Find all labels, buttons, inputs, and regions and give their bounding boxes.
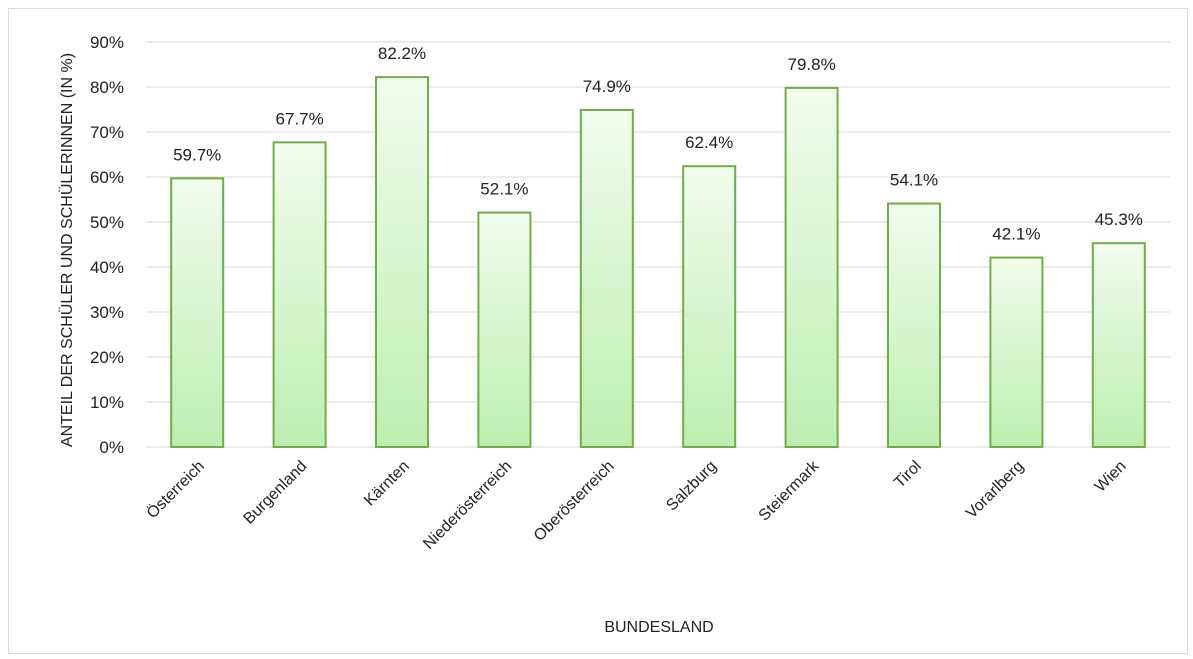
- data-label: 82.2%: [378, 44, 426, 63]
- category-label: Tirol: [891, 458, 925, 492]
- category-label: Österreich: [143, 457, 208, 522]
- data-label: 74.9%: [583, 77, 631, 96]
- data-label: 45.3%: [1095, 210, 1143, 229]
- data-label: 62.4%: [685, 133, 733, 152]
- y-tick-label: 90%: [90, 33, 124, 52]
- y-tick-label: 30%: [90, 303, 124, 322]
- bar: [784, 86, 839, 449]
- bar: [682, 165, 737, 448]
- y-axis-title: ANTEIL DER SCHÜLER UND SCHÜLERINNEN (IN …: [58, 53, 76, 447]
- y-tick-label: 10%: [90, 393, 124, 412]
- data-label: 52.1%: [480, 180, 528, 199]
- bar: [170, 177, 225, 448]
- y-tick-label: 70%: [90, 123, 124, 142]
- bar: [477, 211, 532, 448]
- y-tick-label: 0%: [99, 438, 124, 457]
- data-label: 54.1%: [890, 171, 938, 190]
- bar: [887, 202, 941, 448]
- data-labels: 59.7% 67.7% 82.2% 52.1% 74.9% 62.4% 79.8% 54.1%…: [173, 44, 1143, 243]
- data-label: 42.1%: [992, 225, 1040, 244]
- bar: [272, 141, 327, 448]
- category-label: Kärnten: [361, 458, 413, 510]
- x-axis-title: BUNDESLAND: [604, 619, 713, 636]
- y-tick-label: 20%: [90, 348, 124, 367]
- bar: [375, 76, 429, 448]
- x-axis-categories: Österreich Burgenland Kärnten Niederösterre…: [143, 457, 1130, 553]
- y-tick-label: 50%: [90, 213, 124, 232]
- category-label: Salzburg: [663, 458, 720, 515]
- bars: [170, 76, 1146, 449]
- data-label: 59.7%: [173, 145, 221, 164]
- bar: [1091, 242, 1146, 448]
- bar: [989, 256, 1044, 448]
- data-label: 79.8%: [787, 55, 835, 74]
- y-tick-label: 80%: [90, 78, 124, 97]
- category-label: Vorarlberg: [963, 458, 1027, 522]
- category-label: Steiermark: [756, 457, 823, 524]
- bar: [579, 108, 634, 448]
- category-label: Burgenland: [241, 458, 311, 528]
- data-label: 67.7%: [275, 109, 323, 128]
- y-tick-label: 40%: [90, 258, 124, 277]
- y-axis-ticks: 0% 10% 20% 30% 40% 50% 60% 70% 80% 90%: [90, 33, 124, 457]
- y-tick-label: 60%: [90, 168, 124, 187]
- category-label: Oberösterreich: [531, 458, 618, 545]
- category-label: Wien: [1092, 458, 1130, 496]
- category-label: Niederösterreich: [420, 458, 515, 553]
